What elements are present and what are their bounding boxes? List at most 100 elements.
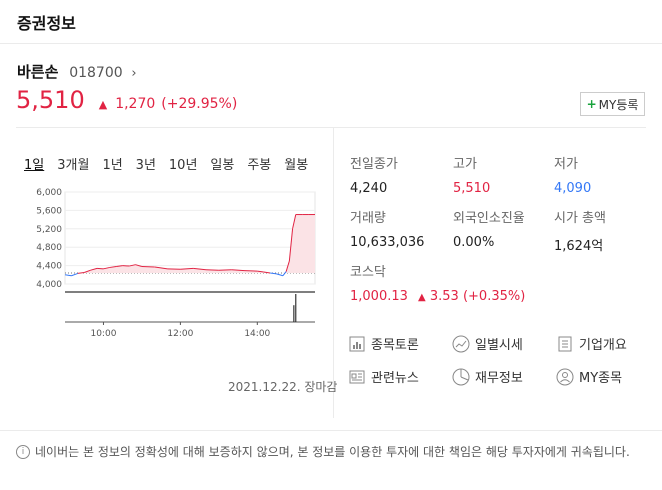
index-pct: (+0.35%)	[462, 289, 526, 304]
stat-kosdaq: 코스닥 1,000.13 ▲ 3.53 (+0.35%)	[350, 261, 525, 304]
stat-foreign: 외국인소진율 0.00%	[453, 207, 525, 250]
price-line-segment	[270, 272, 277, 275]
tab-3month[interactable]: 3개월	[57, 158, 90, 173]
tab-3year[interactable]: 3년	[135, 158, 156, 173]
y-tick-label: 4,000	[36, 280, 62, 290]
stat-value: 0.00%	[453, 235, 495, 250]
link-finance[interactable]: 재무정보	[452, 367, 523, 386]
user-circle-icon	[556, 368, 574, 386]
stat-label: 거래량	[350, 211, 386, 226]
tab-1year[interactable]: 1년	[102, 158, 123, 173]
price-line-segment	[231, 269, 245, 272]
stat-volume: 거래량 10,633,036	[350, 207, 424, 250]
price-line-segment	[84, 269, 91, 273]
link-label: 일별시세	[475, 338, 523, 353]
current-price: 5,510	[16, 86, 85, 114]
tab-1day[interactable]: 1일	[24, 158, 45, 173]
stat-mcap: 시가 총액 1,624억	[554, 207, 606, 254]
document-icon	[556, 335, 574, 353]
stat-label: 시가 총액	[554, 211, 606, 226]
stat-value: 5,510	[453, 181, 491, 196]
y-tick-label: 4,400	[36, 262, 62, 272]
stock-code: 018700	[69, 65, 123, 81]
newspaper-icon	[348, 368, 366, 386]
stat-label: 고가	[453, 157, 477, 172]
link-label: 기업개요	[579, 338, 627, 353]
price-line-segment	[109, 266, 117, 268]
stat-label: 저가	[554, 157, 578, 172]
price-line-segment	[263, 271, 271, 274]
x-tick-label: 10:00	[90, 329, 116, 339]
link-label: 종목토론	[371, 338, 419, 353]
stat-prev-close: 전일종가 4,240	[350, 153, 398, 196]
header: 증권정보	[0, 0, 662, 44]
price-line-segment	[276, 273, 284, 277]
stock-name-link[interactable]: 바른손 018700 ›	[17, 61, 137, 82]
divider	[16, 127, 646, 128]
price-line-segment	[292, 214, 297, 229]
price-row: 5,510 ▲ 1,270 (+29.95%)	[16, 86, 237, 118]
price-line-segment	[257, 270, 264, 273]
area-fill-up	[65, 214, 315, 273]
link-label: 재무정보	[475, 371, 523, 386]
price-line-segment	[90, 267, 98, 271]
stat-low: 저가 4,090	[554, 153, 591, 196]
tab-monthly-candle[interactable]: 월봉	[284, 158, 309, 173]
x-tick-label: 12:00	[167, 329, 193, 339]
my-register-button[interactable]: + MY등록	[580, 92, 645, 116]
price-line-segment	[288, 228, 294, 262]
plus-icon: +	[586, 97, 597, 111]
price-line-segment	[103, 266, 110, 270]
tab-weekly-candle[interactable]: 주봉	[247, 158, 272, 173]
link-label: 관련뉴스	[371, 371, 419, 386]
my-register-label: MY등록	[598, 97, 639, 112]
arrow-up-icon: ▲	[418, 292, 426, 303]
price-line-segment	[285, 260, 290, 272]
price-change-pct: (+29.95%)	[161, 96, 238, 112]
stat-value: 1,000.13 ▲ 3.53 (+0.35%)	[350, 289, 525, 304]
price-line-segment	[77, 272, 85, 274]
divider	[0, 430, 662, 431]
price-line-segment	[64, 274, 72, 277]
trend-circle-icon	[452, 335, 470, 353]
disclaimer: i 네이버는 본 정보의 정확성에 대해 보증하지 않으며, 본 정보를 이용한…	[16, 443, 646, 462]
stat-high: 고가 5,510	[453, 153, 490, 196]
x-tick-label: 14:00	[244, 329, 270, 339]
stat-value: 4,090	[554, 181, 592, 196]
price-line-segment	[193, 267, 207, 271]
stat-value: 1,624억	[554, 239, 604, 254]
tab-10year[interactable]: 10년	[168, 158, 198, 173]
price-line-segment	[154, 266, 168, 270]
price-line-segment	[282, 271, 287, 277]
stat-label: 코스닥	[350, 265, 386, 280]
link-my-stocks[interactable]: MY종목	[556, 367, 622, 386]
index-value: 1,000.13	[350, 289, 408, 304]
link-company[interactable]: 기업개요	[556, 334, 627, 353]
y-tick-label: 5,200	[36, 225, 62, 235]
stat-value: 10,633,036	[350, 235, 425, 250]
divider-vertical	[333, 128, 334, 418]
price-line-segment	[135, 264, 143, 268]
link-news[interactable]: 관련뉴스	[348, 367, 419, 386]
arrow-up-icon: ▲	[98, 98, 108, 111]
link-daily[interactable]: 일별시세	[452, 334, 523, 353]
stat-label: 전일종가	[350, 157, 398, 172]
index-change: 3.53	[429, 289, 459, 304]
stat-label: 외국인소진율	[453, 211, 525, 226]
pie-chart-icon	[452, 368, 470, 386]
disclaimer-text: 네이버는 본 정보의 정확성에 대해 보증하지 않으며, 본 정보를 이용한 투…	[35, 445, 630, 459]
stock-name: 바른손	[17, 63, 59, 81]
price-line-segment	[116, 265, 123, 268]
chevron-right-icon: ›	[131, 66, 137, 81]
y-tick-label: 5,600	[36, 206, 62, 216]
price-line-segment	[71, 272, 78, 277]
intraday-chart: 6,000 5,600 5,200 4,800 4,400 4,000 10:00 12:00…	[36, 188, 316, 339]
page-title: 증권정보	[17, 14, 76, 33]
chart-date-label: 2021.12.22. 장마감	[228, 380, 338, 394]
link-discussion[interactable]: 종목토론	[348, 334, 419, 353]
stat-value: 4,240	[350, 181, 388, 196]
tab-daily-candle[interactable]: 일봉	[210, 158, 235, 173]
period-tabs: 1일 3개월 1년 3년 10년 일봉 주봉 월봉	[24, 154, 321, 173]
link-label: MY종목	[579, 371, 623, 386]
price-line-segment	[128, 264, 136, 267]
